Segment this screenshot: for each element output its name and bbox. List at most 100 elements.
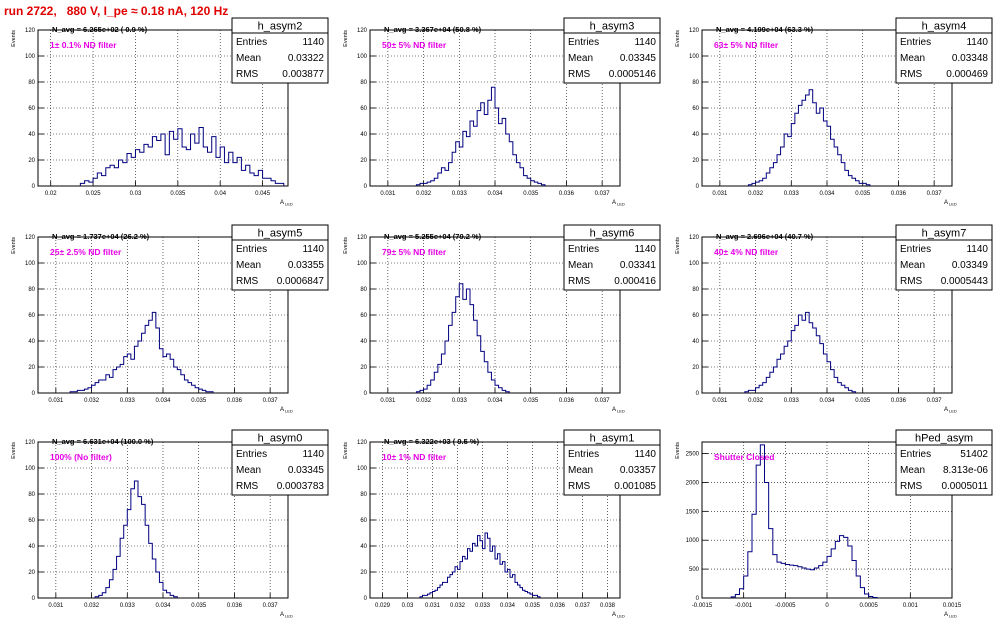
histogram-panel-hPed_asym: -0.0015 -0.001 -0.0005 0 0.0005 0.001 0.0015 0 5… — [675, 429, 993, 619]
x-axis-title-subscript: LED — [285, 202, 293, 207]
x-tick-label: 0.033 — [120, 603, 136, 609]
stats-mean-label: Mean — [236, 53, 261, 64]
x-tick-label: -0.001 — [735, 603, 753, 609]
stats-entries-label: Entries — [568, 37, 599, 48]
y-tick-label: 100 — [357, 261, 368, 267]
y-tick-label: 120 — [357, 235, 368, 241]
x-tick-label: 0.036 — [559, 398, 575, 404]
x-tick-label: 0.036 — [891, 398, 907, 404]
stats-rms-label: RMS — [568, 69, 591, 80]
y-tick-label: 0 — [364, 391, 368, 397]
histogram-panel-h_asym4: 0.031 0.032 0.033 0.034 0.035 0.036 0.037 0 20 40… — [675, 17, 993, 207]
y-axis-title: Events — [343, 237, 349, 254]
stats-mean-value: 0.03322 — [288, 53, 325, 64]
x-tick-label: 0.035 — [855, 191, 871, 197]
histogram-line-h_asym6 — [415, 283, 510, 393]
y-tick-label: 100 — [689, 54, 700, 60]
y-axis-title: Events — [675, 442, 681, 459]
plot-frame — [369, 441, 621, 599]
y-tick-label: 2500 — [686, 452, 700, 458]
stats-mean-label: Mean — [568, 465, 593, 476]
x-tick-label: 0.032 — [84, 603, 100, 609]
histogram-line-h_asym5 — [69, 311, 214, 393]
stats-box — [563, 239, 661, 291]
x-tick-label: 0.037 — [595, 398, 611, 404]
stats-rms-value: 0.0005011 — [941, 481, 988, 492]
x-axis-title-subscript: LED — [285, 409, 293, 414]
stats-entries-label: Entries — [236, 449, 267, 460]
histogram-panel-h_asym2: 0.02 0.025 0.03 0.035 0.04 0.045 0 20 40 60 80 100 1… — [11, 17, 329, 207]
y-tick-label: 0 — [364, 184, 368, 190]
x-tick-label: 0.031 — [48, 398, 64, 404]
y-tick-label: 0 — [696, 596, 700, 602]
y-tick-label: 20 — [28, 570, 35, 576]
histogram-panel-h_asym3: 0.031 0.032 0.033 0.034 0.035 0.036 0.037 0 20 40… — [343, 17, 661, 207]
x-tick-label: 0.031 — [48, 603, 64, 609]
stats-box — [895, 239, 993, 291]
stats-mean-value: 8.313e-06 — [943, 465, 988, 476]
x-tick-label: 0.036 — [891, 191, 907, 197]
filter-label: 63± 5% ND filter — [714, 40, 779, 50]
y-tick-label: 0 — [364, 596, 368, 602]
x-tick-label: 0.034 — [487, 398, 503, 404]
y-tick-label: 60 — [692, 106, 699, 112]
histogram-line-h_asym2 — [79, 127, 285, 186]
filter-label: 79± 5% ND filter — [382, 247, 447, 257]
stats-mean-label: Mean — [900, 53, 925, 64]
stats-rms-label: RMS — [236, 481, 259, 492]
stats-rms-label: RMS — [236, 276, 259, 287]
stats-mean-value: 0.03349 — [952, 260, 989, 271]
stats-rms-label: RMS — [900, 276, 923, 287]
x-tick-label: 0.035 — [170, 191, 186, 197]
n-avg-label: N_avg = 6.322e+03 ( 9.5 %) — [384, 437, 480, 446]
filter-label: 40± 4% ND filter — [714, 247, 779, 257]
y-tick-label: 40 — [360, 132, 367, 138]
filter-label: 10± 1% ND filter — [382, 452, 447, 462]
x-tick-label: 0.037 — [263, 398, 279, 404]
x-tick-label: 0.03 — [130, 191, 142, 197]
x-tick-label: -0.0005 — [775, 603, 796, 609]
y-tick-label: 20 — [360, 365, 367, 371]
x-tick-label: 0.037 — [927, 191, 943, 197]
histogram-line-h_asym3 — [415, 86, 546, 186]
stats-rms-label: RMS — [900, 69, 923, 80]
y-tick-label: 40 — [692, 132, 699, 138]
stats-box — [563, 32, 661, 84]
n-avg-label: N_avg = 4.199e+04 (63.3 %) — [716, 25, 814, 34]
stats-entries-label: Entries — [236, 244, 267, 255]
x-tick-label: 0.032 — [416, 398, 432, 404]
histogram-name: h_asym3 — [590, 21, 635, 33]
histogram-panel-h_asym5: 0.031 0.032 0.033 0.034 0.035 0.036 0.037 0 20 40… — [11, 224, 329, 414]
stats-entries-value: 1140 — [634, 244, 656, 255]
y-tick-label: 80 — [28, 492, 35, 498]
x-tick-label: 0.0005 — [859, 603, 878, 609]
y-tick-label: 80 — [360, 287, 367, 293]
x-tick-label: 0.034 — [487, 191, 503, 197]
stats-rms-value: 0.0003783 — [277, 481, 325, 492]
stats-mean-label: Mean — [236, 260, 261, 271]
filter-label: 50± 5% ND filter — [382, 40, 447, 50]
x-tick-label: 0.031 — [712, 191, 728, 197]
stats-mean-label: Mean — [236, 465, 261, 476]
stats-entries-value: 1140 — [302, 449, 324, 460]
stats-entries-label: Entries — [568, 449, 599, 460]
stats-entries-label: Entries — [236, 37, 267, 48]
x-tick-label: 0.035 — [855, 398, 871, 404]
histogram-name: h_asym2 — [258, 21, 303, 33]
y-tick-label: 40 — [692, 339, 699, 345]
x-tick-label: 0.032 — [748, 191, 764, 197]
y-tick-label: 100 — [25, 261, 36, 267]
y-tick-label: 120 — [25, 235, 36, 241]
histogram-line-h_asym0 — [94, 480, 178, 598]
stats-rms-label: RMS — [568, 276, 591, 287]
filter-label: 25± 2.5% ND filter — [50, 247, 122, 257]
x-tick-label: 0.033 — [120, 398, 136, 404]
plot-frame — [37, 441, 289, 599]
stats-entries-value: 1140 — [966, 244, 988, 255]
histogram-panel-h_asym1: 0.029 0.03 0.031 0.032 0.033 0.034 0.035 0.036 0… — [343, 429, 661, 619]
stats-rms-label: RMS — [568, 481, 591, 492]
y-tick-label: 60 — [28, 106, 35, 112]
stats-box — [231, 32, 329, 84]
filter-label: Shutter Closed — [714, 452, 774, 462]
y-axis-title: Events — [343, 442, 349, 459]
